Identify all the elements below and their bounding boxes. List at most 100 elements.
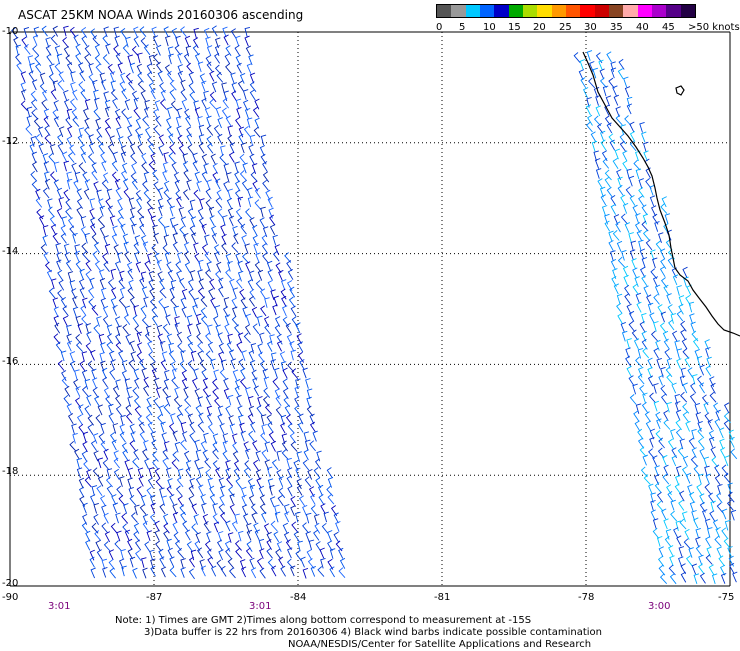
wind-barb xyxy=(172,511,179,523)
wind-barb xyxy=(143,44,151,56)
wind-barb xyxy=(100,440,108,452)
wind-barb xyxy=(69,351,76,362)
wind-barb xyxy=(174,386,180,398)
wind-barb xyxy=(652,257,658,269)
wind-barb xyxy=(668,564,676,576)
wind-barb xyxy=(153,181,160,193)
wind-barb xyxy=(213,521,220,533)
wind-barb xyxy=(121,370,128,382)
wind-barb xyxy=(685,295,692,306)
wind-barb xyxy=(134,539,142,551)
wind-barb xyxy=(200,296,208,307)
wind-barb xyxy=(124,305,131,317)
wind-barb xyxy=(136,342,143,354)
wind-barb xyxy=(205,468,212,480)
wind-barb xyxy=(41,99,48,111)
wind-barb xyxy=(652,527,660,539)
wind-barb xyxy=(117,197,123,209)
wind-barb xyxy=(714,474,721,486)
wind-barb xyxy=(270,520,278,532)
legend-label: 25 xyxy=(559,22,572,33)
wind-barb xyxy=(659,248,666,260)
legend-label: >50 knots xyxy=(688,22,740,33)
wind-barb xyxy=(661,196,667,208)
wind-barb xyxy=(75,341,84,353)
wind-barb xyxy=(227,125,234,136)
wind-barb xyxy=(225,115,232,127)
wind-barb xyxy=(618,58,625,70)
wind-barb xyxy=(274,388,280,400)
wind-barb xyxy=(689,393,697,405)
wind-barb xyxy=(82,431,89,443)
wind-barb xyxy=(314,458,322,470)
wind-barb xyxy=(264,441,271,453)
wind-barb xyxy=(191,378,198,389)
wind-barb xyxy=(663,419,671,430)
wind-barb xyxy=(75,43,82,55)
wind-barb xyxy=(94,97,100,109)
wind-barb xyxy=(249,153,255,165)
wind-barb xyxy=(199,73,205,85)
wind-barb xyxy=(177,468,184,480)
wind-barb xyxy=(654,465,660,476)
wind-barb xyxy=(588,77,596,89)
wind-barb xyxy=(704,412,711,424)
wind-barb xyxy=(197,287,205,299)
wind-barb xyxy=(81,27,88,38)
wind-barb xyxy=(129,556,136,568)
wind-barb xyxy=(638,178,644,189)
wind-barb xyxy=(274,324,281,336)
wind-barb xyxy=(242,162,248,174)
wind-barb xyxy=(166,467,172,479)
wind-barb xyxy=(327,493,335,505)
wind-barb xyxy=(666,484,672,496)
wind-barb xyxy=(44,125,51,136)
wind-barb xyxy=(244,108,251,119)
wind-barb xyxy=(121,108,129,120)
wind-barb xyxy=(225,548,232,559)
wind-barb xyxy=(169,286,175,298)
wind-barb xyxy=(308,486,315,498)
wind-barb xyxy=(671,455,677,467)
wind-barb xyxy=(198,259,204,271)
wind-barb xyxy=(650,492,656,504)
wind-barb xyxy=(294,396,300,408)
wind-barb xyxy=(215,324,221,336)
wind-barb xyxy=(77,62,84,74)
legend-swatch xyxy=(537,5,552,17)
wind-barb xyxy=(220,359,227,371)
wind-barb xyxy=(146,530,152,542)
wind-barb xyxy=(232,287,238,299)
wind-barb xyxy=(635,168,642,180)
wind-barb xyxy=(61,216,68,227)
wind-barb xyxy=(81,315,89,326)
wind-barb xyxy=(122,449,129,461)
wind-barb xyxy=(710,446,716,458)
wind-barb xyxy=(209,91,217,103)
wind-barb xyxy=(699,382,705,394)
wind-barb xyxy=(593,150,599,162)
wind-barb xyxy=(278,269,284,281)
wind-barb xyxy=(616,293,623,305)
wind-barb xyxy=(286,467,293,479)
wind-barb xyxy=(283,503,290,515)
wind-barb xyxy=(30,90,38,102)
wind-barb xyxy=(54,45,61,57)
wind-barb xyxy=(143,385,149,397)
wind-barb xyxy=(170,296,178,308)
wind-barb xyxy=(83,188,90,200)
wind-barb xyxy=(675,474,681,486)
wind-barb xyxy=(186,334,193,346)
lon-tick-label: -78 xyxy=(578,592,595,603)
wind-barb xyxy=(171,459,179,470)
wind-barb xyxy=(166,126,174,137)
wind-barb xyxy=(206,45,213,57)
wind-barb xyxy=(727,491,735,503)
wind-barb xyxy=(100,152,107,163)
wind-barb xyxy=(185,45,192,57)
wind-barb xyxy=(193,514,199,525)
wind-barb xyxy=(222,306,229,318)
wind-barb xyxy=(260,153,267,165)
wind-barb xyxy=(96,126,103,138)
wind-barb xyxy=(306,549,313,561)
